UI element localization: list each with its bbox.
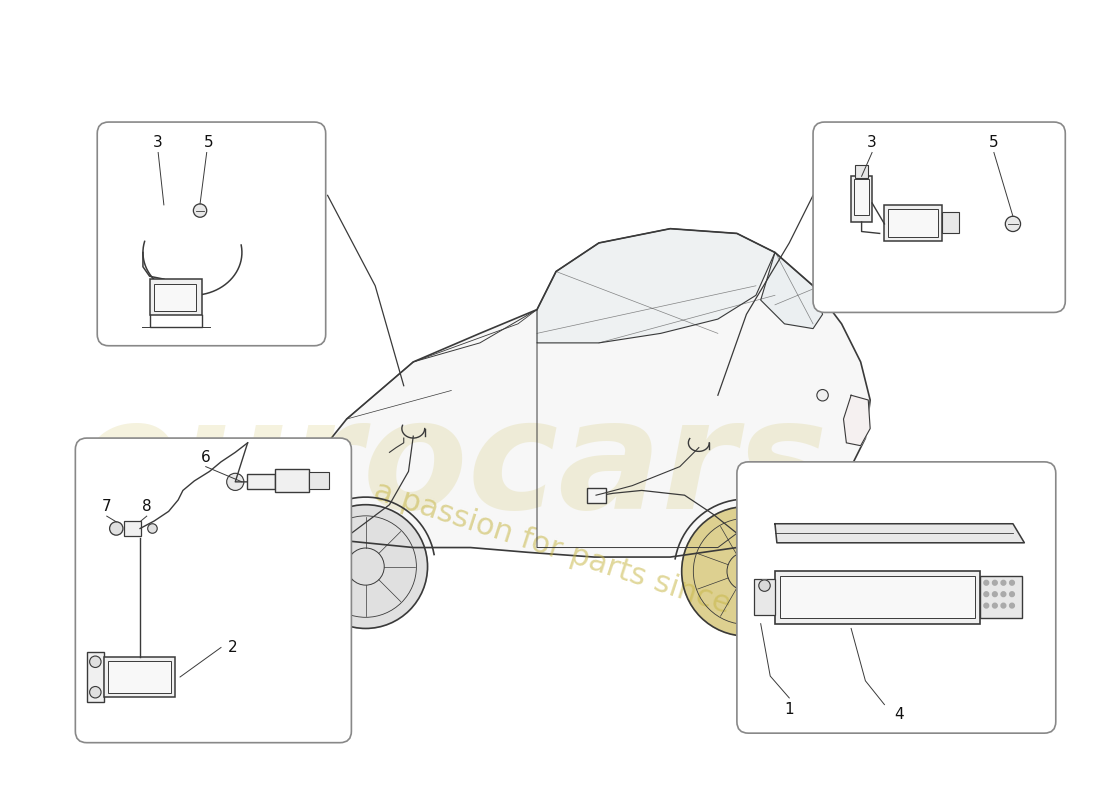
Circle shape (1010, 592, 1014, 597)
Polygon shape (261, 469, 346, 519)
Text: 6: 6 (201, 450, 210, 465)
FancyBboxPatch shape (851, 176, 872, 222)
FancyBboxPatch shape (103, 657, 175, 697)
Circle shape (983, 603, 989, 608)
FancyBboxPatch shape (854, 179, 869, 215)
Circle shape (992, 592, 998, 597)
Circle shape (1001, 592, 1005, 597)
FancyBboxPatch shape (87, 652, 103, 702)
Polygon shape (761, 253, 823, 329)
FancyBboxPatch shape (246, 474, 275, 490)
FancyBboxPatch shape (309, 472, 330, 490)
Text: 1: 1 (784, 702, 794, 717)
FancyBboxPatch shape (737, 462, 1056, 733)
Circle shape (983, 580, 989, 585)
Circle shape (1001, 580, 1005, 585)
FancyBboxPatch shape (888, 209, 937, 238)
FancyBboxPatch shape (75, 438, 351, 742)
FancyBboxPatch shape (586, 487, 605, 503)
FancyBboxPatch shape (154, 284, 196, 310)
FancyBboxPatch shape (813, 122, 1065, 313)
Circle shape (1001, 603, 1005, 608)
FancyBboxPatch shape (884, 205, 942, 241)
FancyBboxPatch shape (776, 571, 980, 624)
Circle shape (682, 506, 811, 636)
Text: 8: 8 (142, 499, 152, 514)
Circle shape (817, 390, 828, 401)
Circle shape (1010, 580, 1014, 585)
Circle shape (992, 580, 998, 585)
Ellipse shape (295, 482, 313, 499)
Polygon shape (537, 229, 775, 343)
Circle shape (1010, 603, 1014, 608)
Circle shape (194, 204, 207, 218)
Text: 3: 3 (153, 135, 163, 150)
FancyBboxPatch shape (150, 279, 202, 315)
Text: 7: 7 (102, 499, 111, 514)
Circle shape (983, 592, 989, 597)
FancyBboxPatch shape (275, 470, 309, 492)
FancyBboxPatch shape (980, 576, 1023, 618)
FancyBboxPatch shape (124, 521, 141, 536)
Text: 3: 3 (867, 135, 877, 150)
Circle shape (227, 474, 244, 490)
Text: eurocars: eurocars (75, 392, 827, 541)
Circle shape (89, 686, 101, 698)
Circle shape (89, 656, 101, 667)
Circle shape (992, 603, 998, 608)
FancyBboxPatch shape (754, 579, 776, 615)
Circle shape (110, 522, 123, 535)
FancyBboxPatch shape (942, 213, 959, 234)
Polygon shape (776, 524, 1024, 542)
Circle shape (759, 580, 770, 591)
FancyBboxPatch shape (97, 122, 326, 346)
Polygon shape (256, 229, 870, 590)
Text: 5: 5 (989, 135, 999, 150)
Polygon shape (844, 395, 870, 446)
FancyBboxPatch shape (855, 165, 868, 178)
Circle shape (147, 524, 157, 534)
Circle shape (1005, 216, 1021, 231)
Circle shape (304, 505, 428, 629)
Text: 5: 5 (204, 135, 213, 150)
FancyBboxPatch shape (780, 576, 975, 618)
Text: 4: 4 (894, 706, 903, 722)
Text: 2: 2 (228, 640, 238, 655)
Text: a passion for parts since 1985: a passion for parts since 1985 (371, 477, 818, 647)
FancyBboxPatch shape (108, 661, 172, 693)
